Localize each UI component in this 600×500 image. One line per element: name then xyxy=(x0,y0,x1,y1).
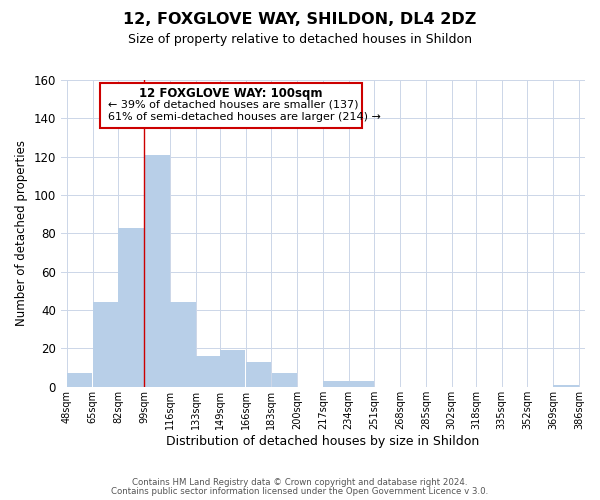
Text: 12, FOXGLOVE WAY, SHILDON, DL4 2DZ: 12, FOXGLOVE WAY, SHILDON, DL4 2DZ xyxy=(124,12,476,28)
Text: Contains HM Land Registry data © Crown copyright and database right 2024.: Contains HM Land Registry data © Crown c… xyxy=(132,478,468,487)
Text: Size of property relative to detached houses in Shildon: Size of property relative to detached ho… xyxy=(128,34,472,46)
Text: 61% of semi-detached houses are larger (214) →: 61% of semi-detached houses are larger (… xyxy=(108,112,381,122)
X-axis label: Distribution of detached houses by size in Shildon: Distribution of detached houses by size … xyxy=(166,434,479,448)
Bar xyxy=(246,362,271,387)
Bar xyxy=(67,374,92,387)
Bar xyxy=(553,385,579,387)
Text: 12 FOXGLOVE WAY: 100sqm: 12 FOXGLOVE WAY: 100sqm xyxy=(139,86,323,100)
Bar xyxy=(93,302,118,387)
Bar xyxy=(118,228,144,387)
Bar xyxy=(220,350,245,387)
Bar xyxy=(196,356,220,387)
Bar xyxy=(272,374,297,387)
Y-axis label: Number of detached properties: Number of detached properties xyxy=(15,140,28,326)
Bar xyxy=(323,381,349,387)
Text: Contains public sector information licensed under the Open Government Licence v : Contains public sector information licen… xyxy=(112,487,488,496)
Bar xyxy=(349,381,374,387)
Text: ← 39% of detached houses are smaller (137): ← 39% of detached houses are smaller (13… xyxy=(108,100,358,110)
Bar xyxy=(170,302,196,387)
FancyBboxPatch shape xyxy=(100,83,362,128)
Bar xyxy=(144,155,170,387)
